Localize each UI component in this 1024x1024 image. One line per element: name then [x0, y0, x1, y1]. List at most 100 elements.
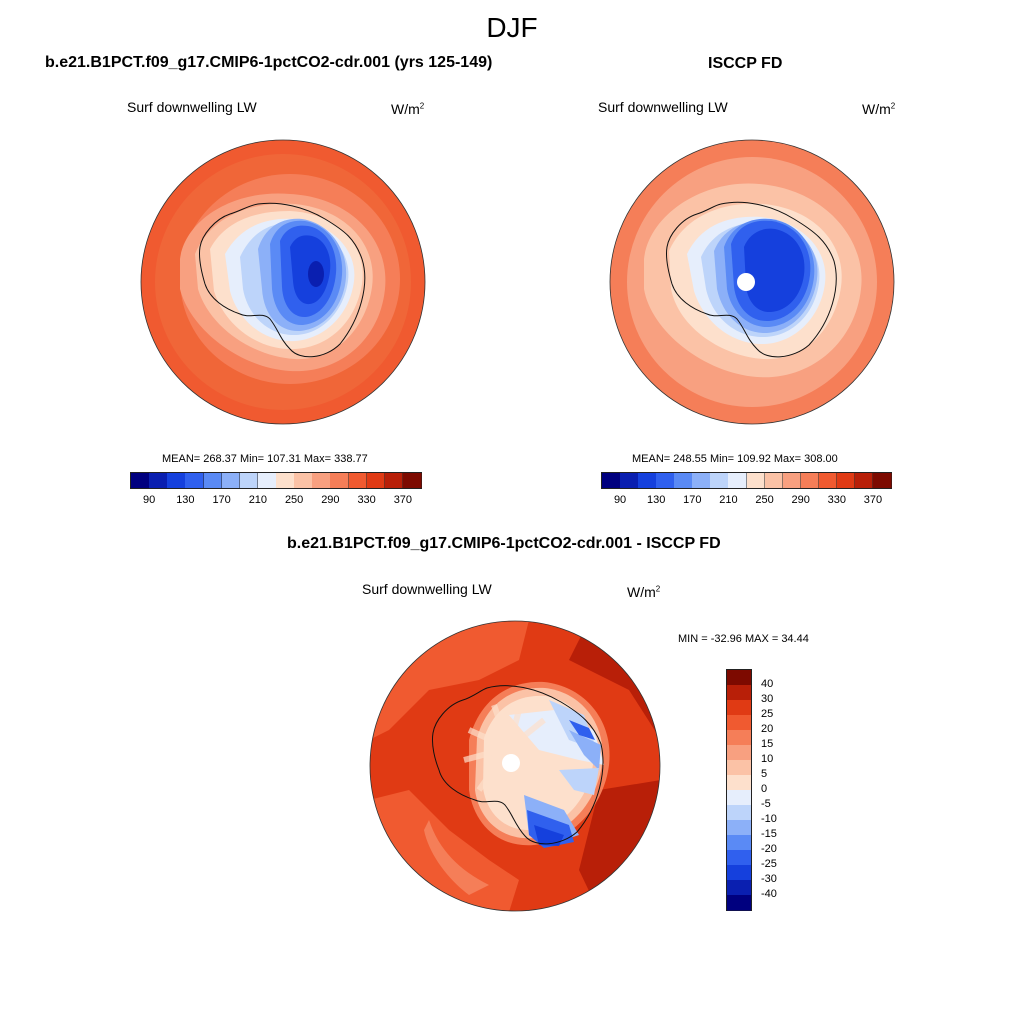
- colorbar-tick-label: 5: [761, 768, 768, 780]
- colorbar-cell: [727, 865, 751, 881]
- diff-variable-label: Surf downwelling LW: [362, 581, 492, 597]
- colorbar-tick-label: 25: [761, 708, 774, 720]
- colorbar-tick-label: 90: [613, 494, 627, 506]
- colorbar-tick-label: 130: [176, 494, 195, 506]
- colorbar-tick-label: 330: [827, 494, 846, 506]
- colorbar-tick-label: 250: [755, 494, 774, 506]
- figure-title: DJF: [486, 12, 538, 43]
- colorbar-cell: [727, 670, 751, 686]
- model-colorbar-ticks: 90 130 170 210 250 290 330 370: [131, 494, 421, 508]
- colorbar-tick-label: 330: [357, 494, 376, 506]
- colorbar-tick-label: 40: [761, 678, 774, 690]
- obs-colorbar: [601, 472, 892, 489]
- colorbar-cell: [764, 473, 784, 488]
- colorbar-cell: [727, 835, 751, 851]
- colorbar-cell: [727, 730, 751, 746]
- colorbar-cell: [257, 473, 277, 488]
- colorbar-cell: [727, 895, 751, 911]
- obs-variable-label: Surf downwelling LW: [598, 99, 728, 115]
- colorbar-tick-label: 20: [761, 723, 774, 735]
- diff-colorbar-ticks: 40 30 25 20 15 10 5 0 -5 -10 -15 -20 -25 -30 -40: [757, 670, 797, 910]
- colorbar-cell: [746, 473, 766, 488]
- colorbar-cell: [620, 473, 639, 488]
- colorbar-cell: [727, 700, 751, 716]
- colorbar-cell: [203, 473, 223, 488]
- colorbar-cell: [727, 880, 751, 896]
- colorbar-cell: [638, 473, 657, 488]
- colorbar-cell: [727, 850, 751, 866]
- colorbar-tick-label: 290: [321, 494, 340, 506]
- colorbar-cell: [131, 473, 150, 488]
- colorbar-cell: [854, 473, 874, 488]
- colorbar-tick-label: 130: [647, 494, 666, 506]
- colorbar-tick-label: -25: [761, 858, 777, 870]
- diff-panel-title: b.e21.B1PCT.f09_g17.CMIP6-1pctCO2-cdr.00…: [287, 535, 721, 552]
- colorbar-cell: [276, 473, 295, 488]
- colorbar-cell: [727, 805, 751, 821]
- colorbar-cell: [656, 473, 675, 488]
- colorbar-cell: [727, 715, 751, 731]
- colorbar-tick-label: -5: [761, 798, 771, 810]
- obs-units-label: W/m2: [862, 101, 896, 117]
- colorbar-tick-label: 30: [761, 693, 774, 705]
- obs-polar-map: [609, 139, 895, 425]
- colorbar-cell: [692, 473, 711, 488]
- colorbar-cell: [402, 473, 422, 488]
- model-colorbar: [130, 472, 422, 489]
- colorbar-cell: [330, 473, 349, 488]
- obs-panel-title: ISCCP FD: [708, 55, 783, 72]
- colorbar-cell: [149, 473, 168, 488]
- colorbar-cell: [710, 473, 729, 488]
- colorbar-cell: [185, 473, 204, 488]
- colorbar-cell: [167, 473, 186, 488]
- diff-polar-map: [369, 620, 661, 912]
- colorbar-tick-label: 170: [683, 494, 702, 506]
- colorbar-tick-label: 15: [761, 738, 774, 750]
- colorbar-tick-label: 370: [863, 494, 883, 506]
- colorbar-tick-label: -40: [761, 888, 777, 900]
- colorbar-cell: [872, 473, 892, 488]
- colorbar-tick-label: 210: [719, 494, 738, 506]
- colorbar-cell: [384, 473, 404, 488]
- colorbar-cell: [818, 473, 838, 488]
- colorbar-cell: [294, 473, 313, 488]
- colorbar-tick-label: -20: [761, 843, 777, 855]
- model-polar-map: [140, 139, 426, 425]
- colorbar-tick-label: 250: [284, 494, 304, 506]
- diff-units-label: W/m2: [627, 584, 661, 600]
- colorbar-cell: [728, 473, 747, 488]
- colorbar-cell: [727, 820, 751, 836]
- model-units-label: W/m2: [391, 101, 425, 117]
- colorbar-tick-label: -10: [761, 813, 777, 825]
- colorbar-cell: [674, 473, 693, 488]
- colorbar-cell: [348, 473, 368, 488]
- colorbar-cell: [727, 685, 751, 701]
- colorbar-cell: [800, 473, 820, 488]
- colorbar-tick-label: 170: [212, 494, 231, 506]
- colorbar-cell: [239, 473, 259, 488]
- colorbar-cell: [727, 760, 751, 776]
- model-panel-title: b.e21.B1PCT.f09_g17.CMIP6-1pctCO2-cdr.00…: [45, 54, 493, 71]
- model-stats-text: MEAN= 268.37 Min= 107.31 Max= 338.77: [162, 453, 368, 465]
- colorbar-cell: [312, 473, 331, 488]
- colorbar-cell: [366, 473, 386, 488]
- colorbar-cell: [602, 473, 621, 488]
- colorbar-tick-label: 90: [143, 494, 156, 506]
- colorbar-cell: [221, 473, 241, 488]
- colorbar-cell: [836, 473, 856, 488]
- colorbar-cell: [727, 775, 751, 791]
- diff-colorbar: [726, 669, 752, 911]
- model-variable-label: Surf downwelling LW: [127, 99, 257, 115]
- colorbar-tick-label: 10: [761, 753, 774, 765]
- colorbar-tick-label: 0: [761, 783, 768, 795]
- colorbar-tick-label: 290: [791, 494, 810, 506]
- colorbar-cell: [782, 473, 802, 488]
- colorbar-tick-label: 370: [393, 494, 413, 506]
- colorbar-tick-label: -30: [761, 873, 777, 885]
- obs-colorbar-ticks: 90 130 170 210 250 290 330 370: [602, 494, 891, 508]
- diff-stats-text: MIN = -32.96 MAX = 34.44: [678, 633, 809, 645]
- colorbar-cell: [727, 790, 751, 806]
- colorbar-tick-label: -15: [761, 828, 777, 840]
- colorbar-cell: [727, 745, 751, 761]
- colorbar-tick-label: 210: [248, 494, 268, 506]
